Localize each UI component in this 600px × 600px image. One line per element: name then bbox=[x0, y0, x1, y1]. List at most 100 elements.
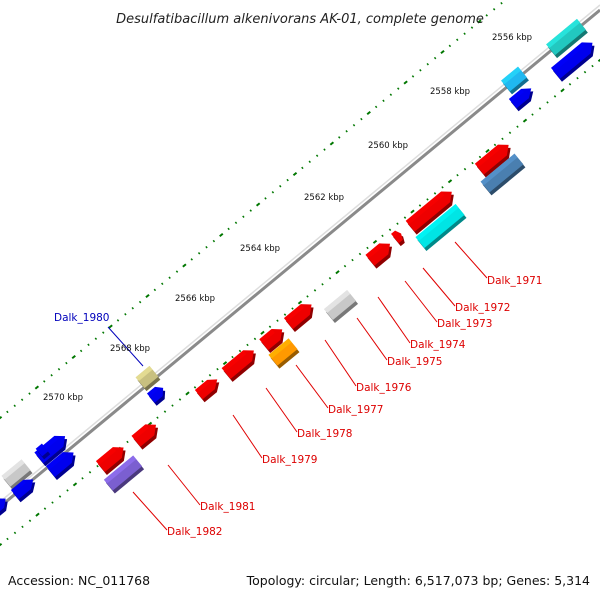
scale-dot-outer bbox=[138, 300, 142, 304]
scale-dot-inner bbox=[260, 330, 265, 335]
scale-dot-inner bbox=[156, 416, 159, 419]
gene-red-upper-2-highlight bbox=[405, 191, 445, 225]
gene-khaki bbox=[135, 365, 159, 389]
scale-dot-outer bbox=[403, 80, 408, 85]
scale-dot-inner bbox=[193, 386, 197, 389]
scale-dot-inner bbox=[447, 179, 453, 184]
gene-teal-1-highlight bbox=[546, 18, 581, 49]
scale-dot-outer bbox=[87, 343, 90, 347]
scale-dot-inner bbox=[13, 531, 17, 535]
scale-dot-outer bbox=[168, 276, 171, 279]
scale-dot-outer bbox=[433, 56, 437, 60]
scale-dot-inner bbox=[433, 192, 437, 195]
gene-skyblue bbox=[501, 66, 527, 92]
gene-red-upper-4 bbox=[365, 243, 391, 266]
scale-dot-inner bbox=[591, 64, 594, 68]
scale-dot-inner bbox=[51, 501, 54, 504]
scale-dot-outer bbox=[338, 136, 341, 139]
scale-dots bbox=[0, 1, 600, 547]
gene-khaki-highlight bbox=[135, 365, 153, 382]
scale-dot-outer bbox=[153, 288, 157, 292]
scale-dot-outer bbox=[382, 99, 385, 103]
scale-dot-outer bbox=[190, 258, 193, 261]
scale-dot-inner bbox=[576, 76, 579, 80]
scale-dot-outer bbox=[329, 141, 335, 146]
gene-red-upper-9-highlight bbox=[131, 424, 149, 440]
scale-dot-inner bbox=[546, 101, 549, 104]
scale-dot-outer bbox=[419, 69, 422, 72]
scale-dot-outer bbox=[463, 32, 466, 35]
scale-dot-outer bbox=[255, 202, 261, 207]
scale-dot-inner bbox=[583, 70, 587, 74]
scale-dot-outer bbox=[477, 19, 482, 24]
scale-dot-outer bbox=[411, 75, 415, 78]
scale-dot-outer bbox=[345, 130, 348, 133]
scale-dot-outer bbox=[301, 166, 304, 170]
scale-label-2566: 2566 kbp bbox=[175, 294, 215, 304]
gene-label-dalk-1978: Dalk_1978 bbox=[297, 428, 353, 440]
scale-dot-inner bbox=[501, 137, 504, 141]
scale-label-2560: 2560 kbp bbox=[368, 141, 408, 151]
gene-orange bbox=[268, 338, 298, 366]
scale-dot-outer bbox=[94, 337, 98, 340]
gene-blue-lower-6 bbox=[10, 479, 34, 500]
scale-dot-outer bbox=[500, 1, 503, 5]
gene-red-upper-1 bbox=[474, 144, 509, 175]
scale-dot-inner bbox=[396, 222, 399, 225]
gene-blue-lower-1 bbox=[551, 42, 593, 79]
scale-dot-outer bbox=[352, 123, 356, 127]
leader-dalk-1978 bbox=[265, 387, 298, 433]
scale-dot-outer bbox=[116, 319, 120, 322]
scale-dot-inner bbox=[426, 198, 429, 201]
leader-dalk-1973 bbox=[404, 280, 438, 323]
scale-dot-inner bbox=[171, 404, 174, 407]
gene-blue-lower-4-highlight bbox=[45, 452, 67, 470]
gene-red-upper-6-highlight bbox=[259, 329, 275, 344]
scale-dot-inner bbox=[418, 204, 422, 207]
scale-dot-inner bbox=[66, 489, 69, 492]
gene-label-dalk-1971: Dalk_1971 bbox=[487, 275, 543, 287]
scale-dot-outer bbox=[197, 252, 201, 255]
gene-blue-lower-5-highlight bbox=[35, 443, 45, 452]
gene-cyan bbox=[415, 204, 465, 248]
scale-dot-inner bbox=[208, 374, 212, 377]
scale-dot-inner bbox=[493, 143, 497, 147]
gene-red-upper-2 bbox=[405, 191, 452, 232]
scale-dot-inner bbox=[522, 118, 528, 123]
gene-blue-lower-7 bbox=[0, 498, 6, 512]
gene-label-dalk-1976: Dalk_1976 bbox=[356, 382, 412, 394]
scale-dot-outer bbox=[374, 105, 378, 109]
scale-dot-outer bbox=[108, 324, 113, 329]
leader-dalk-1974 bbox=[377, 296, 411, 344]
gene-label-dalk-1975: Dalk_1975 bbox=[387, 356, 443, 368]
scale-dot-outer bbox=[470, 26, 474, 29]
scale-dot-outer bbox=[426, 62, 429, 66]
scale-dot-inner bbox=[246, 343, 249, 347]
scale-dot-outer bbox=[360, 117, 363, 121]
leader-dalk-1976 bbox=[324, 339, 357, 387]
scale-dot-inner bbox=[441, 186, 444, 189]
scale-dot-outer bbox=[20, 398, 24, 401]
scale-dot-inner bbox=[81, 477, 84, 480]
scale-dot-outer bbox=[28, 392, 31, 395]
leader-dalk-1981 bbox=[167, 464, 201, 506]
scale-dot-inner bbox=[231, 355, 234, 359]
scale-dot-inner bbox=[6, 537, 9, 541]
gene-label-dalk-1973: Dalk_1973 bbox=[437, 318, 493, 330]
scale-dot-outer bbox=[492, 8, 496, 11]
leader-dalk-1975 bbox=[356, 317, 388, 361]
gene-steelblue-highlight bbox=[480, 153, 518, 186]
scale-dot-inner bbox=[463, 167, 467, 171]
scale-dot-inner bbox=[410, 209, 415, 214]
scale-dot-outer bbox=[448, 44, 452, 48]
gene-label-dalk-1981: Dalk_1981 bbox=[200, 501, 256, 513]
scale-label-2558: 2558 kbp bbox=[430, 87, 470, 97]
gene-skyblue-highlight bbox=[501, 66, 522, 85]
map-title: Desulfatibacillum alkenivorans AK-01, co… bbox=[116, 12, 484, 27]
scale-dot-inner bbox=[297, 300, 303, 305]
scale-dot-inner bbox=[560, 88, 565, 93]
scale-dot-outer bbox=[0, 415, 3, 420]
scale-dot-inner bbox=[216, 367, 219, 371]
scale-dot-outer bbox=[175, 270, 179, 273]
